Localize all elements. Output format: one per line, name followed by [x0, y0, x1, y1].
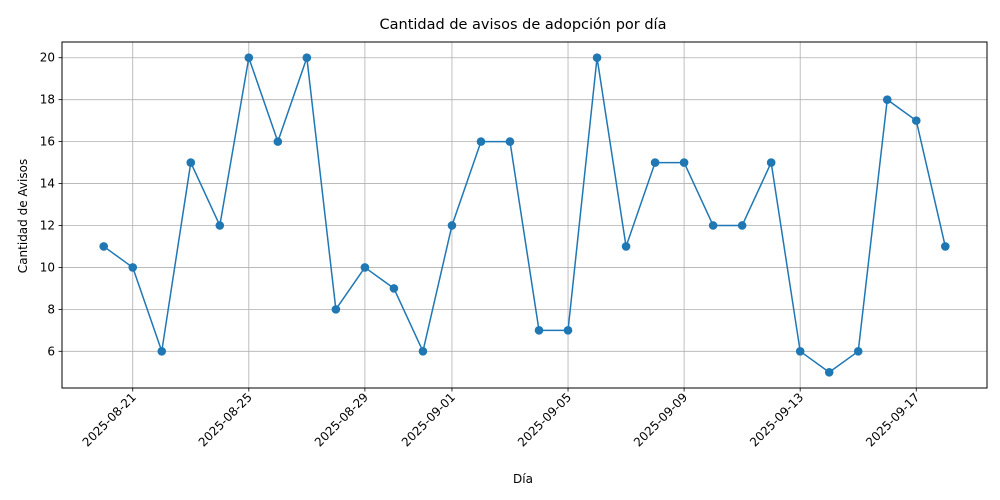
data-point	[360, 263, 370, 272]
data-point	[882, 95, 892, 104]
data-point	[563, 326, 573, 335]
y-tick-label: 18	[40, 93, 55, 107]
data-point	[418, 347, 428, 356]
x-axis-ticks: 2025-08-21 2025-08-25 2025-08-29 2025-09-01…	[80, 388, 922, 449]
y-axis-label: Cantidad de Avisos	[16, 159, 30, 273]
y-tick-label: 10	[40, 260, 55, 274]
y-tick-label: 12	[40, 218, 55, 232]
data-point	[853, 347, 863, 356]
series-path	[103, 56, 947, 374]
series-line	[99, 53, 950, 377]
data-point	[389, 284, 399, 293]
data-point	[215, 221, 225, 230]
data-point	[650, 158, 660, 167]
data-point	[679, 158, 689, 167]
y-tick-label: 8	[47, 302, 55, 316]
x-tick-label: 2025-09-13	[747, 390, 806, 449]
data-point	[99, 242, 109, 251]
x-tick-label: 2025-09-09	[631, 390, 690, 449]
data-point	[592, 53, 602, 63]
data-point	[708, 221, 718, 230]
x-tick-label: 2025-08-25	[196, 390, 255, 449]
data-point	[940, 242, 950, 251]
data-point	[766, 158, 776, 167]
x-tick-label: 2025-09-05	[515, 390, 574, 449]
data-point	[331, 305, 341, 314]
y-tick-label: 14	[40, 177, 55, 191]
y-axis-ticks: 6 8 10 12 14 16 18 20	[40, 51, 62, 358]
y-tick-label: 6	[47, 344, 55, 358]
y-tick-label: 16	[40, 135, 55, 149]
x-tick-label: 2025-08-21	[80, 390, 139, 449]
data-point	[824, 367, 834, 377]
data-point	[447, 221, 457, 230]
data-point	[302, 53, 312, 63]
data-point	[795, 347, 805, 356]
y-tick-label: 20	[40, 51, 55, 65]
data-point	[244, 53, 254, 63]
data-point	[534, 326, 544, 335]
data-point	[476, 137, 486, 146]
x-tick-label: 2025-08-29	[312, 390, 371, 449]
data-point	[128, 263, 138, 272]
data-point	[186, 158, 196, 167]
data-point	[911, 116, 921, 125]
x-tick-label: 2025-09-17	[863, 390, 922, 449]
data-point	[505, 137, 515, 146]
grid	[62, 42, 987, 388]
x-tick-label: 2025-09-01	[399, 390, 458, 449]
data-point	[273, 137, 283, 146]
data-point	[737, 221, 747, 230]
plot-frame	[61, 41, 988, 389]
x-axis-label: Día	[513, 472, 533, 486]
data-point	[621, 242, 631, 251]
data-point	[157, 347, 167, 356]
chart-title: Cantidad de avisos de adopción por día	[380, 17, 667, 33]
